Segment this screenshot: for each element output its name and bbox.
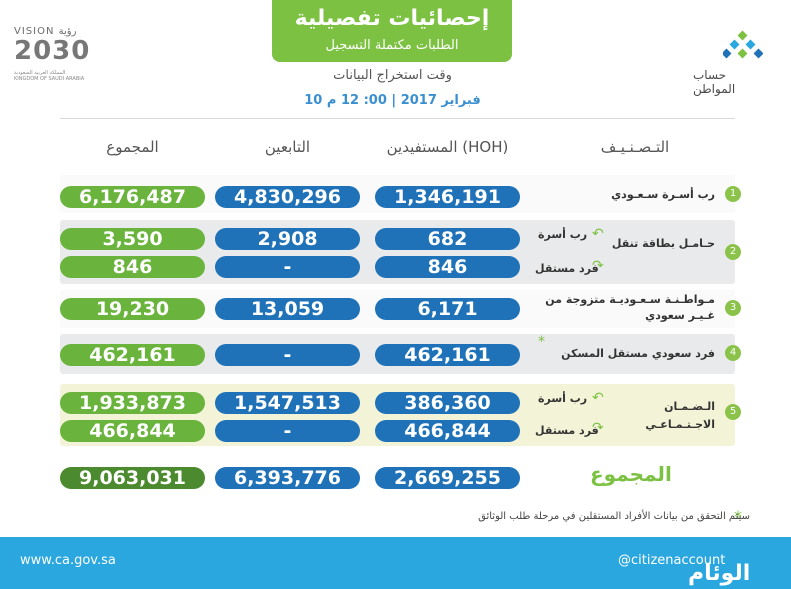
value-total: 462,161	[60, 344, 205, 366]
row-label: رب أسـرة سـعـودي	[611, 188, 715, 201]
value-beneficiaries: 1,346,191	[375, 186, 520, 208]
sub-label: رب أسرة	[538, 392, 588, 405]
header-category: التـصـنـيـف	[600, 138, 670, 156]
title-banner: إحصائيات تفصيلية الطلبات مكتملة التسجيل	[272, 0, 512, 62]
arrow-icon: ↶	[592, 390, 604, 406]
website-link[interactable]: www.ca.gov.sa	[20, 553, 116, 568]
value-beneficiaries: 462,161	[375, 344, 520, 366]
vision-year: 2030	[14, 36, 91, 66]
page-subtitle: الطلبات مكتملة التسجيل	[325, 38, 459, 53]
page-title: إحصائيات تفصيلية	[294, 6, 490, 31]
citizen-logo-icon	[723, 30, 763, 59]
row-label: الـضـمـان الاجـتـمـاعـي	[645, 400, 715, 431]
value-dependents: -	[215, 256, 360, 278]
value-dependents: 4,830,296	[215, 186, 360, 208]
row-label: مـواطـنـة سـعـوديـة متزوجة من غـيـر سعود…	[545, 293, 715, 322]
vision-2030-logo: VISION رؤية 2030 المملكة العربية السعودي…	[14, 26, 90, 86]
extract-date: 10 فبراير 2017 | 00: 12 م	[304, 93, 481, 108]
extract-label: وقت استخراج البيانات	[333, 68, 452, 83]
row-number: 2	[725, 244, 741, 260]
row-number: 4	[725, 345, 741, 361]
value-total: 6,176,487	[60, 186, 205, 208]
value-total: 466,844	[60, 420, 205, 442]
sub-label: فرد مستقل	[535, 424, 599, 437]
twitter-handle[interactable]: @citizenaccount	[618, 553, 726, 568]
footer-bar: www.ca.gov.sa @citizenaccount الوئام	[0, 537, 791, 589]
value-dependents: 13,059	[215, 298, 360, 320]
footnote: سيتم التحقق من بيانات الأفراد المستقلين …	[478, 511, 750, 522]
vision-small-text: المملكة العربية السعودية KINGDOM OF SAUD…	[14, 70, 85, 82]
value-dependents: -	[215, 344, 360, 366]
row-number: 3	[725, 300, 741, 316]
citizen-account-name: حساب المواطن	[693, 68, 736, 96]
header-dependents: التابعين	[264, 138, 311, 156]
value-dependents: 2,908	[215, 228, 360, 250]
asterisk-icon: *	[734, 507, 742, 526]
arrow-icon: ↶	[592, 226, 604, 242]
header-beneficiaries: المستفيدين (HOH)	[386, 138, 509, 156]
arrow-icon: ↷	[592, 420, 604, 436]
vision-top-text: VISION رؤية	[14, 26, 77, 37]
value-dependents: 1,547,513	[215, 392, 360, 414]
arrow-icon: ↷	[592, 258, 604, 274]
sub-label: فرد مستقل	[535, 262, 599, 275]
value-beneficiaries: 6,171	[375, 298, 520, 320]
citizen-account-logo: حساب المواطن	[693, 30, 773, 96]
value-beneficiaries: 466,844	[375, 420, 520, 442]
totals-label: المجموع	[590, 462, 672, 486]
value-total: 19,230	[60, 298, 205, 320]
total-beneficiaries: 2,669,255	[375, 467, 520, 489]
value-beneficiaries: 682	[375, 228, 520, 250]
row-label: فرد سعودي مستقل المسكن	[561, 347, 715, 360]
divider	[60, 118, 735, 119]
total-total: 9,063,031	[60, 467, 205, 489]
value-beneficiaries: 846	[375, 256, 520, 278]
value-beneficiaries: 386,360	[375, 392, 520, 414]
value-total: 846	[60, 256, 205, 278]
row-number: 5	[725, 404, 741, 420]
value-total: 3,590	[60, 228, 205, 250]
watermark: الوئام	[688, 561, 751, 586]
total-dependents: 6,393,776	[215, 467, 360, 489]
row-number: 1	[725, 186, 741, 202]
value-dependents: -	[215, 420, 360, 442]
header-total: المجموع	[106, 138, 159, 156]
sub-label: رب أسرة	[538, 228, 588, 241]
asterisk-icon: *	[538, 334, 545, 350]
value-total: 1,933,873	[60, 392, 205, 414]
row-label: حـامـل بطاقة تنقل	[611, 237, 715, 250]
